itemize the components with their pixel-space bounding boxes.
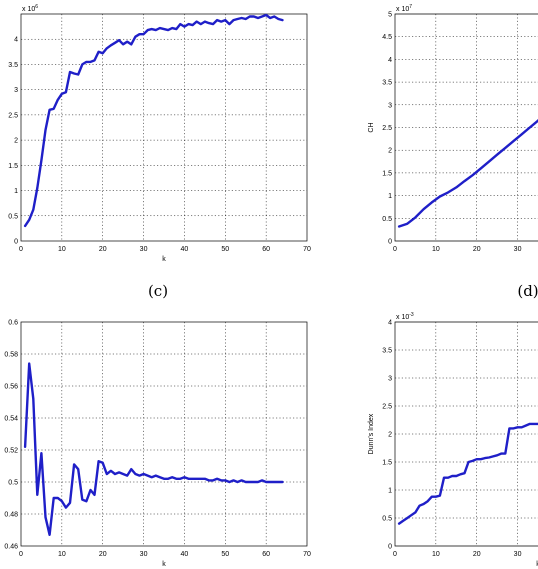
y-axis-label: Dunn's Index bbox=[368, 413, 375, 454]
x-tick-label: 0 bbox=[19, 246, 23, 253]
x-tick-label: 0 bbox=[393, 551, 397, 558]
x-tick-label: 70 bbox=[303, 551, 311, 558]
y-tick-label: 2.5 bbox=[8, 112, 18, 119]
series-line bbox=[23, 362, 284, 536]
x-tick-label: 40 bbox=[181, 551, 189, 558]
y-tick-label: 1.5 bbox=[382, 460, 392, 467]
y-tick-label: 1.5 bbox=[8, 163, 18, 170]
x-tick-label: 30 bbox=[140, 551, 148, 558]
axis-exponent: x 106 bbox=[22, 4, 38, 13]
y-tick-label: 3 bbox=[388, 102, 392, 109]
x-tick-label: 10 bbox=[432, 551, 440, 558]
chart-bl: 0 10 20 30 40 50 60 70 0.46 0.48 0.5 0.52 0.54 0.56 0.… bbox=[4, 320, 311, 569]
y-tick-label: 3 bbox=[14, 87, 18, 94]
x-tick-label: 20 bbox=[99, 246, 107, 253]
y-tick-label: 4 bbox=[388, 57, 392, 64]
x-tick-label: 10 bbox=[58, 551, 66, 558]
y-tick-label: 0.58 bbox=[4, 352, 18, 359]
x-tick-label: 30 bbox=[140, 246, 148, 253]
chart-br: 0 10 20 30 0 0.5 1 1.5 2 2.5 3 3.5 4 x 10-3 k Dunn's In… bbox=[368, 312, 538, 568]
x-tick-label: 10 bbox=[432, 246, 440, 253]
series-line bbox=[397, 422, 538, 525]
axis-exponent-base: x 10 bbox=[396, 6, 409, 13]
axes-frame bbox=[20, 321, 308, 547]
axis-exponent: x 107 bbox=[396, 4, 412, 13]
y-tick-label: 0.48 bbox=[4, 512, 18, 519]
x-tick-label: 10 bbox=[58, 246, 66, 253]
y-tick-label: 0 bbox=[14, 239, 18, 246]
x-tick-label: 40 bbox=[181, 246, 189, 253]
caption-d: (d) bbox=[517, 282, 538, 300]
axis-exponent-power: 6 bbox=[35, 4, 38, 10]
axis-exponent: x 10-3 bbox=[396, 312, 414, 321]
y-tick-label: 0 bbox=[388, 544, 392, 551]
x-tick-label: 0 bbox=[393, 246, 397, 253]
axis-exponent-base: x 10 bbox=[396, 314, 409, 321]
x-axis-label: k bbox=[162, 561, 166, 568]
x-tick-label: 50 bbox=[221, 551, 229, 558]
y-tick-label: 1.5 bbox=[382, 170, 392, 177]
x-tick-label: 20 bbox=[99, 551, 107, 558]
y-tick-label: 2 bbox=[14, 138, 18, 145]
x-tick-label: 20 bbox=[473, 246, 481, 253]
y-tick-label: 5 bbox=[388, 12, 392, 19]
y-tick-label: 0.54 bbox=[4, 416, 18, 423]
x-tick-label: 50 bbox=[221, 246, 229, 253]
x-tick-label: 30 bbox=[514, 246, 522, 253]
x-tick-label: 60 bbox=[262, 246, 270, 253]
y-tick-label: 2 bbox=[388, 148, 392, 155]
y-tick-label: 0.5 bbox=[382, 216, 392, 223]
y-tick-label: 2.5 bbox=[382, 404, 392, 411]
y-tick-label: 3.5 bbox=[382, 348, 392, 355]
y-axis-label: CH bbox=[368, 122, 375, 132]
axis-exponent-base: x 10 bbox=[22, 6, 35, 13]
y-tick-label: 0.46 bbox=[4, 544, 18, 551]
y-tick-label: 2 bbox=[388, 432, 392, 439]
axes-frame bbox=[20, 13, 308, 242]
x-axis-label: k bbox=[536, 561, 538, 568]
y-tick-label: 4 bbox=[14, 37, 18, 44]
x-tick-label: 70 bbox=[303, 246, 311, 253]
y-tick-label: 3 bbox=[388, 376, 392, 383]
y-tick-label: 0.5 bbox=[8, 480, 18, 487]
x-axis-label: k bbox=[162, 256, 166, 263]
y-tick-label: 2.5 bbox=[382, 125, 392, 132]
y-tick-label: 0.56 bbox=[4, 384, 18, 391]
y-tick-label: 0.5 bbox=[382, 516, 392, 523]
x-tick-label: 0 bbox=[19, 551, 23, 558]
x-tick-label: 30 bbox=[514, 551, 522, 558]
y-tick-label: 1 bbox=[388, 488, 392, 495]
y-tick-label: 0.5 bbox=[8, 213, 18, 220]
axes-frame bbox=[394, 13, 538, 242]
y-tick-label: 0.6 bbox=[8, 320, 18, 327]
y-tick-label: 1 bbox=[14, 188, 18, 195]
x-tick-label: 20 bbox=[473, 551, 481, 558]
x-tick-label: 60 bbox=[262, 551, 270, 558]
series-line bbox=[23, 13, 284, 228]
y-tick-label: 4 bbox=[388, 320, 392, 327]
axis-exponent-power: 7 bbox=[409, 4, 412, 10]
chart-tl: 0 10 20 30 40 50 60 70 0 0.5 1 1.5 2 2.5 3 3.5 4 x 106 k bbox=[8, 4, 311, 263]
y-tick-label: 0.52 bbox=[4, 448, 18, 455]
y-tick-label: 0 bbox=[388, 239, 392, 246]
y-tick-label: 3.5 bbox=[8, 62, 18, 69]
y-tick-label: 4.5 bbox=[382, 34, 392, 41]
series-line bbox=[397, 118, 538, 228]
axis-exponent-power: -3 bbox=[409, 312, 414, 318]
y-tick-label: 1 bbox=[388, 193, 392, 200]
axes-frame bbox=[394, 321, 538, 547]
caption-c: (c) bbox=[148, 282, 168, 300]
y-tick-label: 3.5 bbox=[382, 80, 392, 87]
chart-tr: 0 10 20 30 0 0.5 1 1.5 2 2.5 3 3.5 4 4.5 5 x 107 CH bbox=[368, 4, 538, 253]
